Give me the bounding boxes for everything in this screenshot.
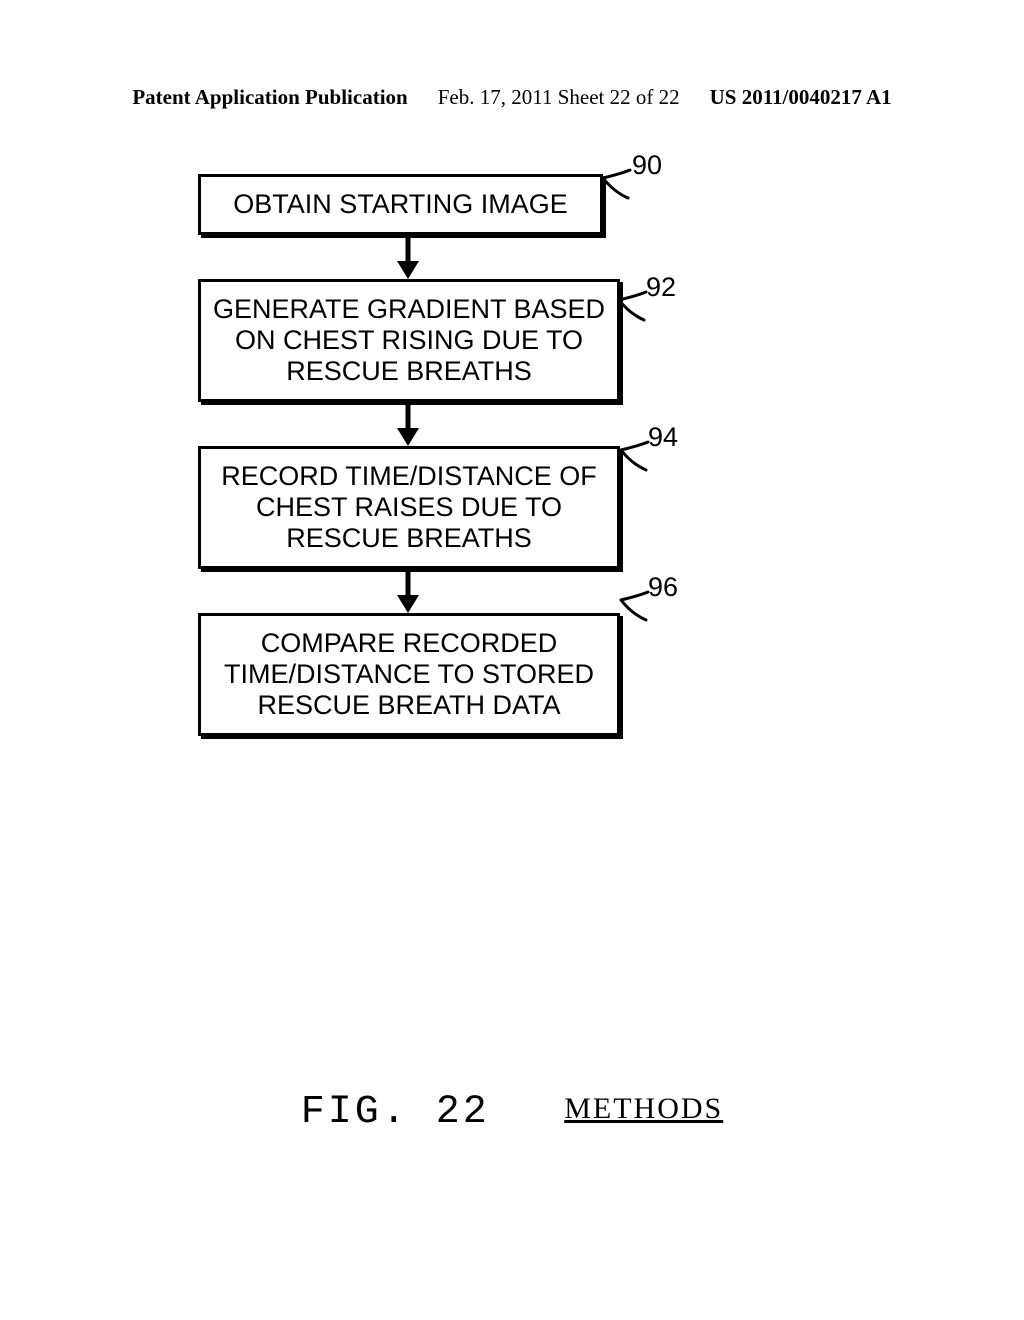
header-middle: Feb. 17, 2011 Sheet 22 of 22 xyxy=(438,85,680,110)
page-header: Patent Application Publication Feb. 17, … xyxy=(0,85,1024,110)
arrow-down-icon xyxy=(393,402,423,446)
flowchart-step-90: OBTAIN STARTING IMAGE xyxy=(198,174,603,235)
figure-number: FIG. 22 xyxy=(301,1090,490,1135)
flowchart-step-94: RECORD TIME/DISTANCE OF CHEST RAISES DUE… xyxy=(198,446,620,569)
flowchart-step-96: COMPARE RECORDED TIME/DISTANCE TO STORED… xyxy=(198,613,620,736)
header-left: Patent Application Publication xyxy=(132,85,407,110)
lead-line-icon xyxy=(616,590,656,630)
step-text: GENERATE GRADIENT BASED ON CHEST RISING … xyxy=(213,294,605,386)
lead-line-icon xyxy=(614,290,654,330)
arrow-holder xyxy=(198,569,618,613)
step-text: COMPARE RECORDED TIME/DISTANCE TO STORED… xyxy=(224,628,594,720)
flowchart-step-92: GENERATE GRADIENT BASED ON CHEST RISING … xyxy=(198,279,620,402)
step-text: OBTAIN STARTING IMAGE xyxy=(233,189,568,219)
figure-caption: FIG. 22 METHODS xyxy=(0,1090,1024,1135)
lead-line-icon xyxy=(616,440,656,480)
arrow-down-icon xyxy=(393,569,423,613)
arrow-down-icon xyxy=(393,235,423,279)
header-right: US 2011/0040217 A1 xyxy=(710,85,892,110)
figure-subtitle: METHODS xyxy=(564,1092,723,1125)
step-text: RECORD TIME/DISTANCE OF CHEST RAISES DUE… xyxy=(221,461,597,553)
lead-line-icon xyxy=(598,168,638,208)
arrow-holder xyxy=(198,402,618,446)
arrow-holder xyxy=(198,235,618,279)
flowchart: OBTAIN STARTING IMAGE GENERATE GRADIENT … xyxy=(190,160,670,736)
